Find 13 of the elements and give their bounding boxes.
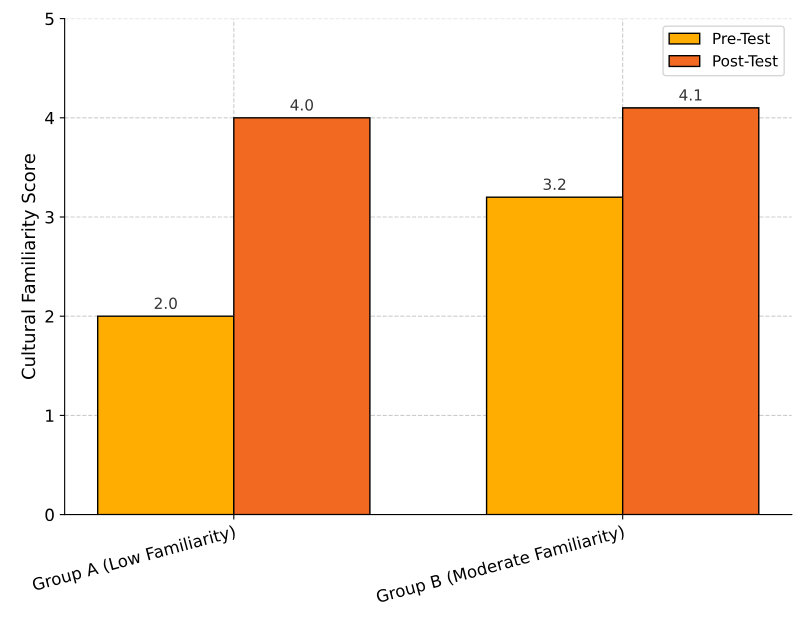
y-tick-label: 1: [46, 410, 54, 422]
data-label: 3.2: [544, 178, 566, 190]
y-tick-label: 2: [46, 310, 54, 323]
y-tick-label: 3: [46, 210, 54, 224]
data-label: 4.1: [679, 89, 702, 101]
y-tick-label: 5: [46, 12, 54, 26]
data-label: 4.0: [290, 99, 313, 111]
y-tick-label: 0: [45, 508, 54, 522]
data-label: 2.0: [154, 298, 177, 310]
y-axis-title: Cultural Familiarity Score: [21, 154, 39, 380]
legend-label: Pre-Test: [713, 32, 770, 44]
legend-label: Post-Test: [713, 55, 778, 67]
y-tick-label: 4: [45, 112, 54, 124]
